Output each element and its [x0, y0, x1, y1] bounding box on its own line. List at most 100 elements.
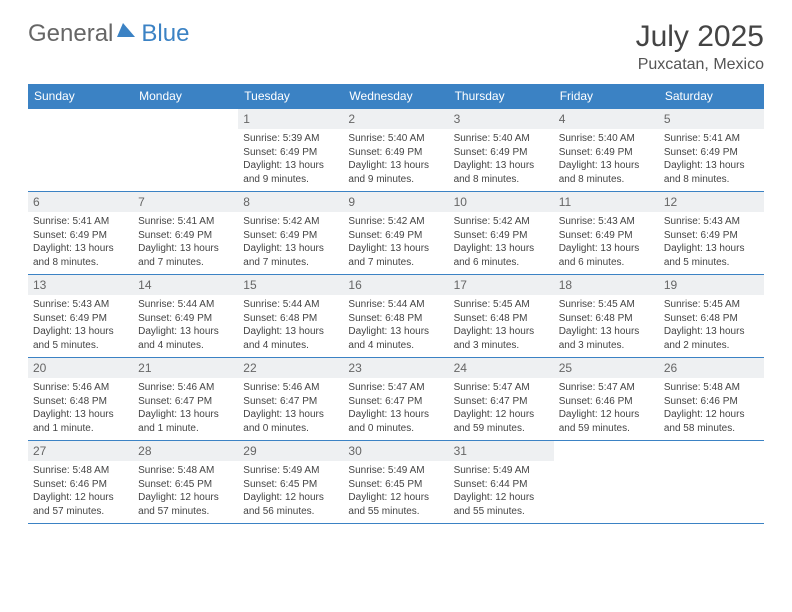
- location-label: Puxcatan, Mexico: [636, 56, 764, 74]
- calendar-cell: .: [554, 441, 659, 523]
- sunset-text: Sunset: 6:49 PM: [348, 146, 443, 160]
- sunset-text: Sunset: 6:47 PM: [348, 395, 443, 409]
- cell-body: Sunrise: 5:47 AMSunset: 6:47 PMDaylight:…: [343, 378, 448, 440]
- logo-text-2: Blue: [141, 20, 189, 48]
- cell-body: Sunrise: 5:48 AMSunset: 6:45 PMDaylight:…: [133, 461, 238, 523]
- daylight-text: Daylight: 13 hours and 4 minutes.: [243, 325, 338, 352]
- sunrise-text: Sunrise: 5:45 AM: [664, 298, 759, 312]
- sunset-text: Sunset: 6:49 PM: [664, 229, 759, 243]
- sunrise-text: Sunrise: 5:49 AM: [348, 464, 443, 478]
- day-number: 26: [659, 358, 764, 378]
- day-number: 4: [554, 109, 659, 129]
- day-number: 12: [659, 192, 764, 212]
- day-number: 10: [449, 192, 554, 212]
- sunrise-text: Sunrise: 5:47 AM: [348, 381, 443, 395]
- daylight-text: Daylight: 13 hours and 9 minutes.: [348, 159, 443, 186]
- sunrise-text: Sunrise: 5:44 AM: [243, 298, 338, 312]
- cell-body: Sunrise: 5:49 AMSunset: 6:44 PMDaylight:…: [449, 461, 554, 523]
- cell-body: Sunrise: 5:44 AMSunset: 6:49 PMDaylight:…: [133, 295, 238, 357]
- day-number: 27: [28, 441, 133, 461]
- calendar-cell: 8Sunrise: 5:42 AMSunset: 6:49 PMDaylight…: [238, 192, 343, 274]
- cell-body: Sunrise: 5:49 AMSunset: 6:45 PMDaylight:…: [343, 461, 448, 523]
- day-number: 18: [554, 275, 659, 295]
- calendar-cell: 21Sunrise: 5:46 AMSunset: 6:47 PMDayligh…: [133, 358, 238, 440]
- page-header: General Blue July 2025 Puxcatan, Mexico: [28, 20, 764, 74]
- sunrise-text: Sunrise: 5:42 AM: [348, 215, 443, 229]
- daylight-text: Daylight: 13 hours and 7 minutes.: [348, 242, 443, 269]
- sunset-text: Sunset: 6:45 PM: [138, 478, 233, 492]
- cell-body: Sunrise: 5:39 AMSunset: 6:49 PMDaylight:…: [238, 129, 343, 191]
- cell-body: Sunrise: 5:45 AMSunset: 6:48 PMDaylight:…: [659, 295, 764, 357]
- sunset-text: Sunset: 6:49 PM: [559, 229, 654, 243]
- calendar-week: ..1Sunrise: 5:39 AMSunset: 6:49 PMDaylig…: [28, 108, 764, 191]
- calendar-body: ..1Sunrise: 5:39 AMSunset: 6:49 PMDaylig…: [28, 108, 764, 524]
- sunrise-text: Sunrise: 5:49 AM: [454, 464, 549, 478]
- day-number: 14: [133, 275, 238, 295]
- calendar-page: General Blue July 2025 Puxcatan, Mexico …: [0, 0, 792, 544]
- calendar-cell: 11Sunrise: 5:43 AMSunset: 6:49 PMDayligh…: [554, 192, 659, 274]
- sunset-text: Sunset: 6:47 PM: [243, 395, 338, 409]
- cell-body: Sunrise: 5:41 AMSunset: 6:49 PMDaylight:…: [133, 212, 238, 274]
- sunrise-text: Sunrise: 5:40 AM: [454, 132, 549, 146]
- daylight-text: Daylight: 12 hours and 59 minutes.: [454, 408, 549, 435]
- sunrise-text: Sunrise: 5:46 AM: [243, 381, 338, 395]
- cell-body: Sunrise: 5:44 AMSunset: 6:48 PMDaylight:…: [238, 295, 343, 357]
- sunset-text: Sunset: 6:46 PM: [664, 395, 759, 409]
- title-block: July 2025 Puxcatan, Mexico: [636, 20, 764, 74]
- sunset-text: Sunset: 6:48 PM: [559, 312, 654, 326]
- calendar-cell: 31Sunrise: 5:49 AMSunset: 6:44 PMDayligh…: [449, 441, 554, 523]
- calendar-week: 13Sunrise: 5:43 AMSunset: 6:49 PMDayligh…: [28, 274, 764, 357]
- calendar-cell: 19Sunrise: 5:45 AMSunset: 6:48 PMDayligh…: [659, 275, 764, 357]
- day-number: 24: [449, 358, 554, 378]
- sunrise-text: Sunrise: 5:41 AM: [138, 215, 233, 229]
- sunset-text: Sunset: 6:47 PM: [138, 395, 233, 409]
- calendar-cell: 2Sunrise: 5:40 AMSunset: 6:49 PMDaylight…: [343, 109, 448, 191]
- calendar-cell: 7Sunrise: 5:41 AMSunset: 6:49 PMDaylight…: [133, 192, 238, 274]
- day-number: 15: [238, 275, 343, 295]
- day-number: 29: [238, 441, 343, 461]
- calendar-cell: 3Sunrise: 5:40 AMSunset: 6:49 PMDaylight…: [449, 109, 554, 191]
- sunrise-text: Sunrise: 5:46 AM: [33, 381, 128, 395]
- calendar-cell: 26Sunrise: 5:48 AMSunset: 6:46 PMDayligh…: [659, 358, 764, 440]
- cell-body: Sunrise: 5:46 AMSunset: 6:47 PMDaylight:…: [133, 378, 238, 440]
- daylight-text: Daylight: 13 hours and 4 minutes.: [138, 325, 233, 352]
- sunrise-text: Sunrise: 5:45 AM: [454, 298, 549, 312]
- daylight-text: Daylight: 13 hours and 3 minutes.: [559, 325, 654, 352]
- sunset-text: Sunset: 6:48 PM: [454, 312, 549, 326]
- sunrise-text: Sunrise: 5:47 AM: [454, 381, 549, 395]
- calendar-cell: 9Sunrise: 5:42 AMSunset: 6:49 PMDaylight…: [343, 192, 448, 274]
- calendar-cell: 16Sunrise: 5:44 AMSunset: 6:48 PMDayligh…: [343, 275, 448, 357]
- sunset-text: Sunset: 6:49 PM: [138, 229, 233, 243]
- sunset-text: Sunset: 6:49 PM: [454, 229, 549, 243]
- daylight-text: Daylight: 13 hours and 2 minutes.: [664, 325, 759, 352]
- sunset-text: Sunset: 6:45 PM: [348, 478, 443, 492]
- sunset-text: Sunset: 6:49 PM: [138, 312, 233, 326]
- daylight-text: Daylight: 13 hours and 3 minutes.: [454, 325, 549, 352]
- cell-body: Sunrise: 5:43 AMSunset: 6:49 PMDaylight:…: [659, 212, 764, 274]
- day-number: 31: [449, 441, 554, 461]
- sunset-text: Sunset: 6:44 PM: [454, 478, 549, 492]
- sunset-text: Sunset: 6:49 PM: [243, 146, 338, 160]
- day-number: 22: [238, 358, 343, 378]
- calendar-cell: .: [28, 109, 133, 191]
- daylight-text: Daylight: 13 hours and 9 minutes.: [243, 159, 338, 186]
- weekday-header: Sunday: [28, 84, 133, 108]
- calendar-cell: 1Sunrise: 5:39 AMSunset: 6:49 PMDaylight…: [238, 109, 343, 191]
- sunrise-text: Sunrise: 5:39 AM: [243, 132, 338, 146]
- daylight-text: Daylight: 13 hours and 6 minutes.: [454, 242, 549, 269]
- calendar-cell: 29Sunrise: 5:49 AMSunset: 6:45 PMDayligh…: [238, 441, 343, 523]
- cell-body: Sunrise: 5:41 AMSunset: 6:49 PMDaylight:…: [28, 212, 133, 274]
- daylight-text: Daylight: 13 hours and 8 minutes.: [454, 159, 549, 186]
- day-number: 25: [554, 358, 659, 378]
- calendar-cell: 5Sunrise: 5:41 AMSunset: 6:49 PMDaylight…: [659, 109, 764, 191]
- weekday-header: Wednesday: [343, 84, 448, 108]
- daylight-text: Daylight: 13 hours and 8 minutes.: [559, 159, 654, 186]
- daylight-text: Daylight: 13 hours and 0 minutes.: [348, 408, 443, 435]
- weekday-header: Monday: [133, 84, 238, 108]
- sunset-text: Sunset: 6:46 PM: [559, 395, 654, 409]
- sunrise-text: Sunrise: 5:41 AM: [33, 215, 128, 229]
- daylight-text: Daylight: 13 hours and 5 minutes.: [33, 325, 128, 352]
- logo: General Blue: [28, 20, 189, 48]
- day-number: 1: [238, 109, 343, 129]
- sunset-text: Sunset: 6:48 PM: [664, 312, 759, 326]
